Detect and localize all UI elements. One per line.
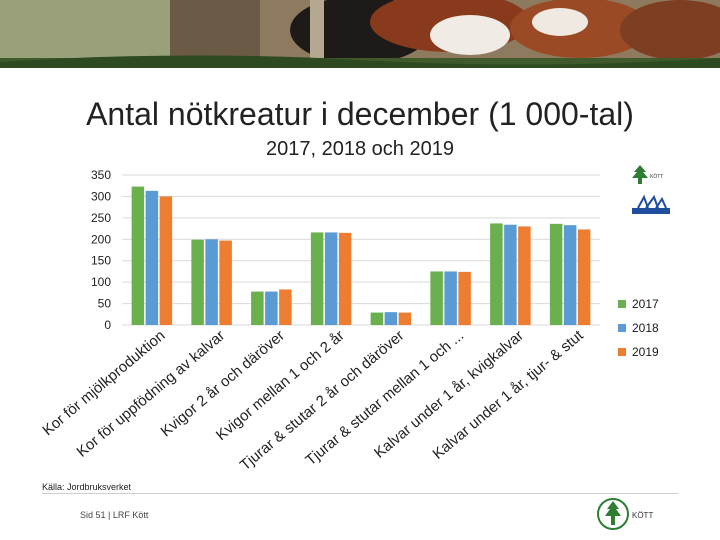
source-note: Källa: Jordbruksverket bbox=[42, 482, 132, 492]
y-tick-label: 0 bbox=[104, 318, 111, 332]
bar-2018-4 bbox=[384, 312, 398, 325]
page-subtitle: 2017, 2018 och 2019 bbox=[266, 138, 454, 160]
kott-logo-label: KÖTT bbox=[650, 173, 663, 180]
chart-legend: 2017 2018 2019 bbox=[618, 292, 659, 364]
y-tick-label: 200 bbox=[91, 232, 111, 246]
legend-item-2018: 2018 bbox=[618, 316, 659, 340]
bar-2018-5 bbox=[444, 271, 457, 325]
bar-2017-3 bbox=[310, 232, 324, 325]
bar-2018-7 bbox=[563, 225, 577, 325]
legend-swatch-2017 bbox=[618, 300, 626, 308]
y-tick-label: 250 bbox=[91, 211, 111, 225]
bar-2019-4 bbox=[398, 312, 412, 325]
bar-2018-0 bbox=[145, 190, 159, 325]
bar-2019-3 bbox=[338, 232, 352, 325]
y-tick-label: 350 bbox=[91, 168, 111, 182]
bar-2019-6 bbox=[518, 226, 531, 325]
y-tick-label: 300 bbox=[91, 189, 111, 203]
bar-2019-1 bbox=[219, 240, 232, 325]
bar-2017-6 bbox=[490, 223, 503, 325]
footer-divider bbox=[42, 493, 678, 494]
legend-item-2019: 2019 bbox=[618, 340, 659, 364]
bar-chart: 0 50 100 150 200 250 300 350 Kor för mjölkprodu… bbox=[39, 168, 600, 475]
bar-2017-7 bbox=[549, 223, 563, 325]
y-tick-label: 100 bbox=[91, 275, 111, 289]
bar-2018-3 bbox=[324, 232, 338, 325]
footer-page-label: Sid 51 | LRF Kött bbox=[80, 510, 149, 520]
bar-2017-0 bbox=[131, 186, 145, 325]
bar-2018-2 bbox=[265, 291, 278, 325]
bar-2017-2 bbox=[251, 291, 264, 325]
y-tick-label: 50 bbox=[98, 297, 112, 311]
legend-label-2019: 2019 bbox=[632, 345, 659, 359]
legend-swatch-2018 bbox=[618, 324, 626, 332]
bar-2019-0 bbox=[159, 196, 173, 325]
bar-2019-5 bbox=[458, 271, 471, 325]
bar-2017-4 bbox=[370, 312, 384, 325]
legend-swatch-2019 bbox=[618, 348, 626, 356]
bar-2018-1 bbox=[205, 239, 218, 325]
legend-label-2018: 2018 bbox=[632, 321, 659, 335]
bar-2017-5 bbox=[430, 271, 443, 325]
jordbruksverket-logo bbox=[630, 194, 672, 223]
y-tick-label: 150 bbox=[91, 254, 111, 268]
bar-2018-6 bbox=[504, 224, 517, 325]
y-axis-ticks: 0 50 100 150 200 250 300 350 bbox=[91, 168, 111, 332]
legend-label-2017: 2017 bbox=[632, 297, 659, 311]
legend-item-2017: 2017 bbox=[618, 292, 659, 316]
bar-2019-7 bbox=[577, 229, 591, 325]
bar-2017-1 bbox=[191, 239, 204, 325]
kott-footer-logo-label: KÖTT bbox=[632, 511, 653, 520]
bar-2019-2 bbox=[279, 289, 292, 325]
kott-footer-logo: KÖTT bbox=[596, 496, 676, 537]
header-banner-photo bbox=[0, 0, 720, 68]
bars bbox=[131, 186, 591, 325]
kott-logo: KÖTT bbox=[630, 164, 670, 191]
page-title: Antal nötkreatur i december (1 000-tal) bbox=[86, 96, 634, 132]
